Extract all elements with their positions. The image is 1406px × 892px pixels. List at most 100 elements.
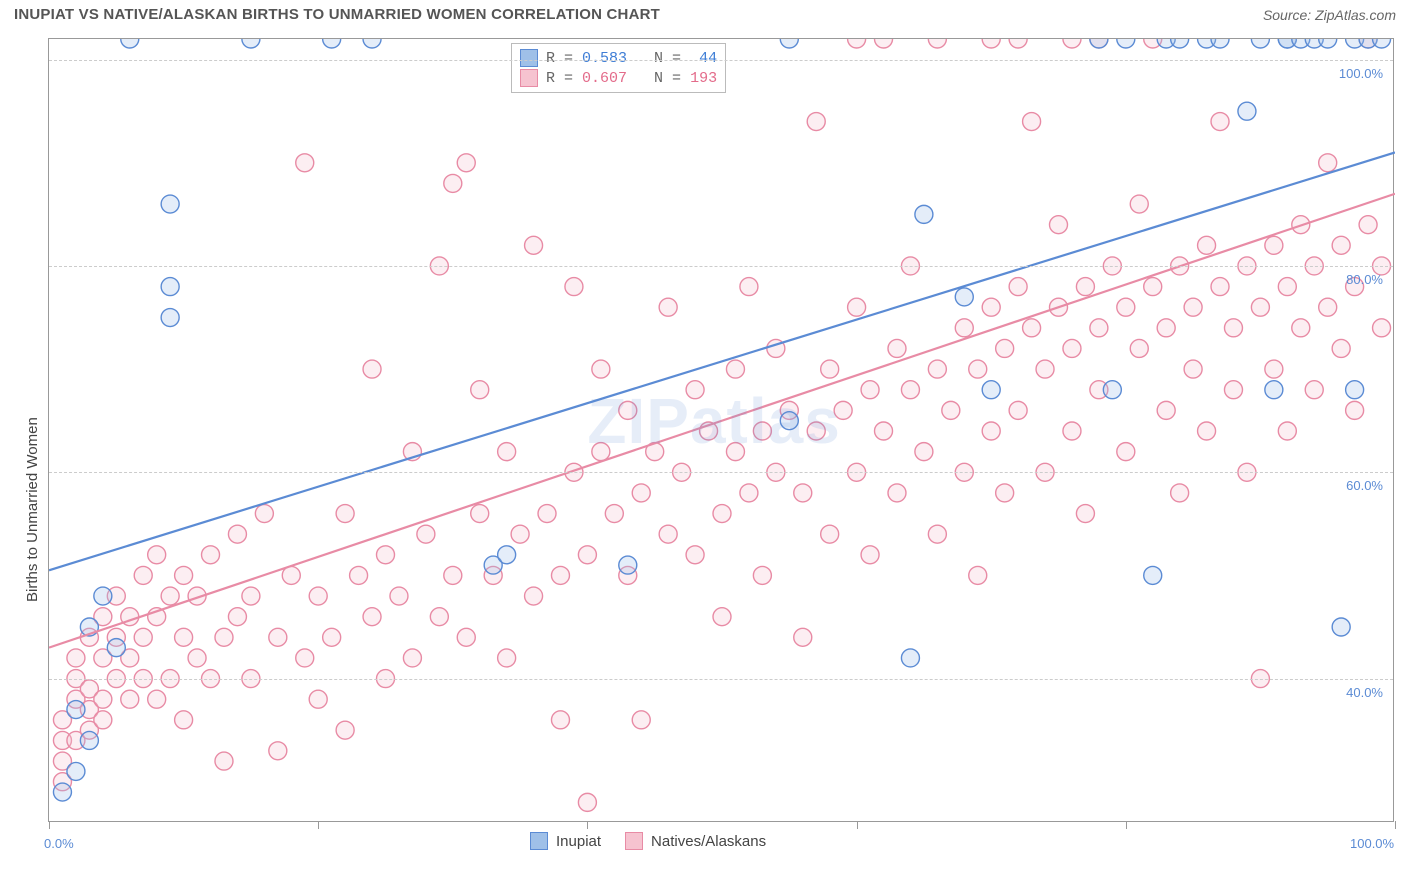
data-point [67,649,85,667]
x-tick-label: 100.0% [1350,836,1394,851]
data-point [794,628,812,646]
x-tick [1395,821,1396,829]
data-point [1319,298,1337,316]
x-tick-label: 0.0% [44,836,74,851]
data-point [323,39,341,48]
data-point [175,628,193,646]
data-point [901,381,919,399]
data-point [511,525,529,543]
data-point [592,360,610,378]
legend-label: Natives/Alaskans [651,833,766,850]
legend-swatch [530,832,548,850]
data-point [1332,236,1350,254]
data-point [161,278,179,296]
data-point [215,752,233,770]
data-point [1171,39,1189,48]
data-point [1238,102,1256,120]
data-point [1251,298,1269,316]
data-point [1346,401,1364,419]
data-point [1090,319,1108,337]
data-point [1198,422,1216,440]
legend-stats: R = 0.583 N = 44R = 0.607 N = 193 [511,43,726,93]
data-point [1332,339,1350,357]
data-point [215,628,233,646]
data-point [1319,154,1337,172]
data-point [726,443,744,461]
chart-title: INUPIAT VS NATIVE/ALASKAN BIRTHS TO UNMA… [14,6,660,23]
data-point [1265,236,1283,254]
data-point [1211,278,1229,296]
data-point [753,422,771,440]
data-point [296,649,314,667]
gridline [49,60,1393,61]
data-point [996,339,1014,357]
data-point [848,298,866,316]
data-point [309,587,327,605]
data-point [161,195,179,213]
scatter-plot [49,39,1395,823]
data-point [161,309,179,327]
data-point [578,546,596,564]
data-point [228,608,246,626]
data-point [1117,298,1135,316]
data-point [1278,422,1296,440]
data-point [605,505,623,523]
data-point [955,319,973,337]
data-point [363,608,381,626]
data-point [1144,566,1162,584]
data-point [94,711,112,729]
data-point [578,793,596,811]
data-point [969,566,987,584]
data-point [780,39,798,48]
data-point [121,690,139,708]
legend-stats-row: R = 0.607 N = 193 [520,68,717,88]
data-point [148,690,166,708]
data-point [780,412,798,430]
chart-area: ZIPatlas R = 0.583 N = 44R = 0.607 N = 1… [48,38,1394,822]
data-point [1305,381,1323,399]
data-point [498,443,516,461]
legend-label: Inupiat [556,833,601,850]
data-point [53,783,71,801]
y-tick-label: 100.0% [1339,66,1383,81]
data-point [309,690,327,708]
data-point [457,154,475,172]
data-point [1009,278,1027,296]
data-point [242,587,260,605]
data-point [336,721,354,739]
data-point [134,566,152,584]
data-point [94,690,112,708]
data-point [148,546,166,564]
data-point [175,566,193,584]
data-point [928,525,946,543]
y-tick-label: 60.0% [1346,478,1383,493]
data-point [632,711,650,729]
data-point [686,381,704,399]
data-point [1063,339,1081,357]
data-point [794,484,812,502]
data-point [1198,236,1216,254]
data-point [228,525,246,543]
data-point [982,381,1000,399]
legend-swatch [625,832,643,850]
data-point [1251,39,1269,48]
data-point [363,360,381,378]
legend-item: Natives/Alaskans [625,832,766,850]
data-point [1157,319,1175,337]
data-point [861,381,879,399]
data-point [175,711,193,729]
x-tick [318,821,319,829]
data-point [928,360,946,378]
data-point [161,587,179,605]
data-point [1076,505,1094,523]
data-point [1211,113,1229,131]
data-point [498,546,516,564]
data-point [551,566,569,584]
data-point [807,113,825,131]
data-point [969,360,987,378]
data-point [982,298,1000,316]
data-point [80,731,98,749]
data-point [323,628,341,646]
data-point [538,505,556,523]
legend-series: Inupiat Natives/Alaskans [530,832,766,850]
